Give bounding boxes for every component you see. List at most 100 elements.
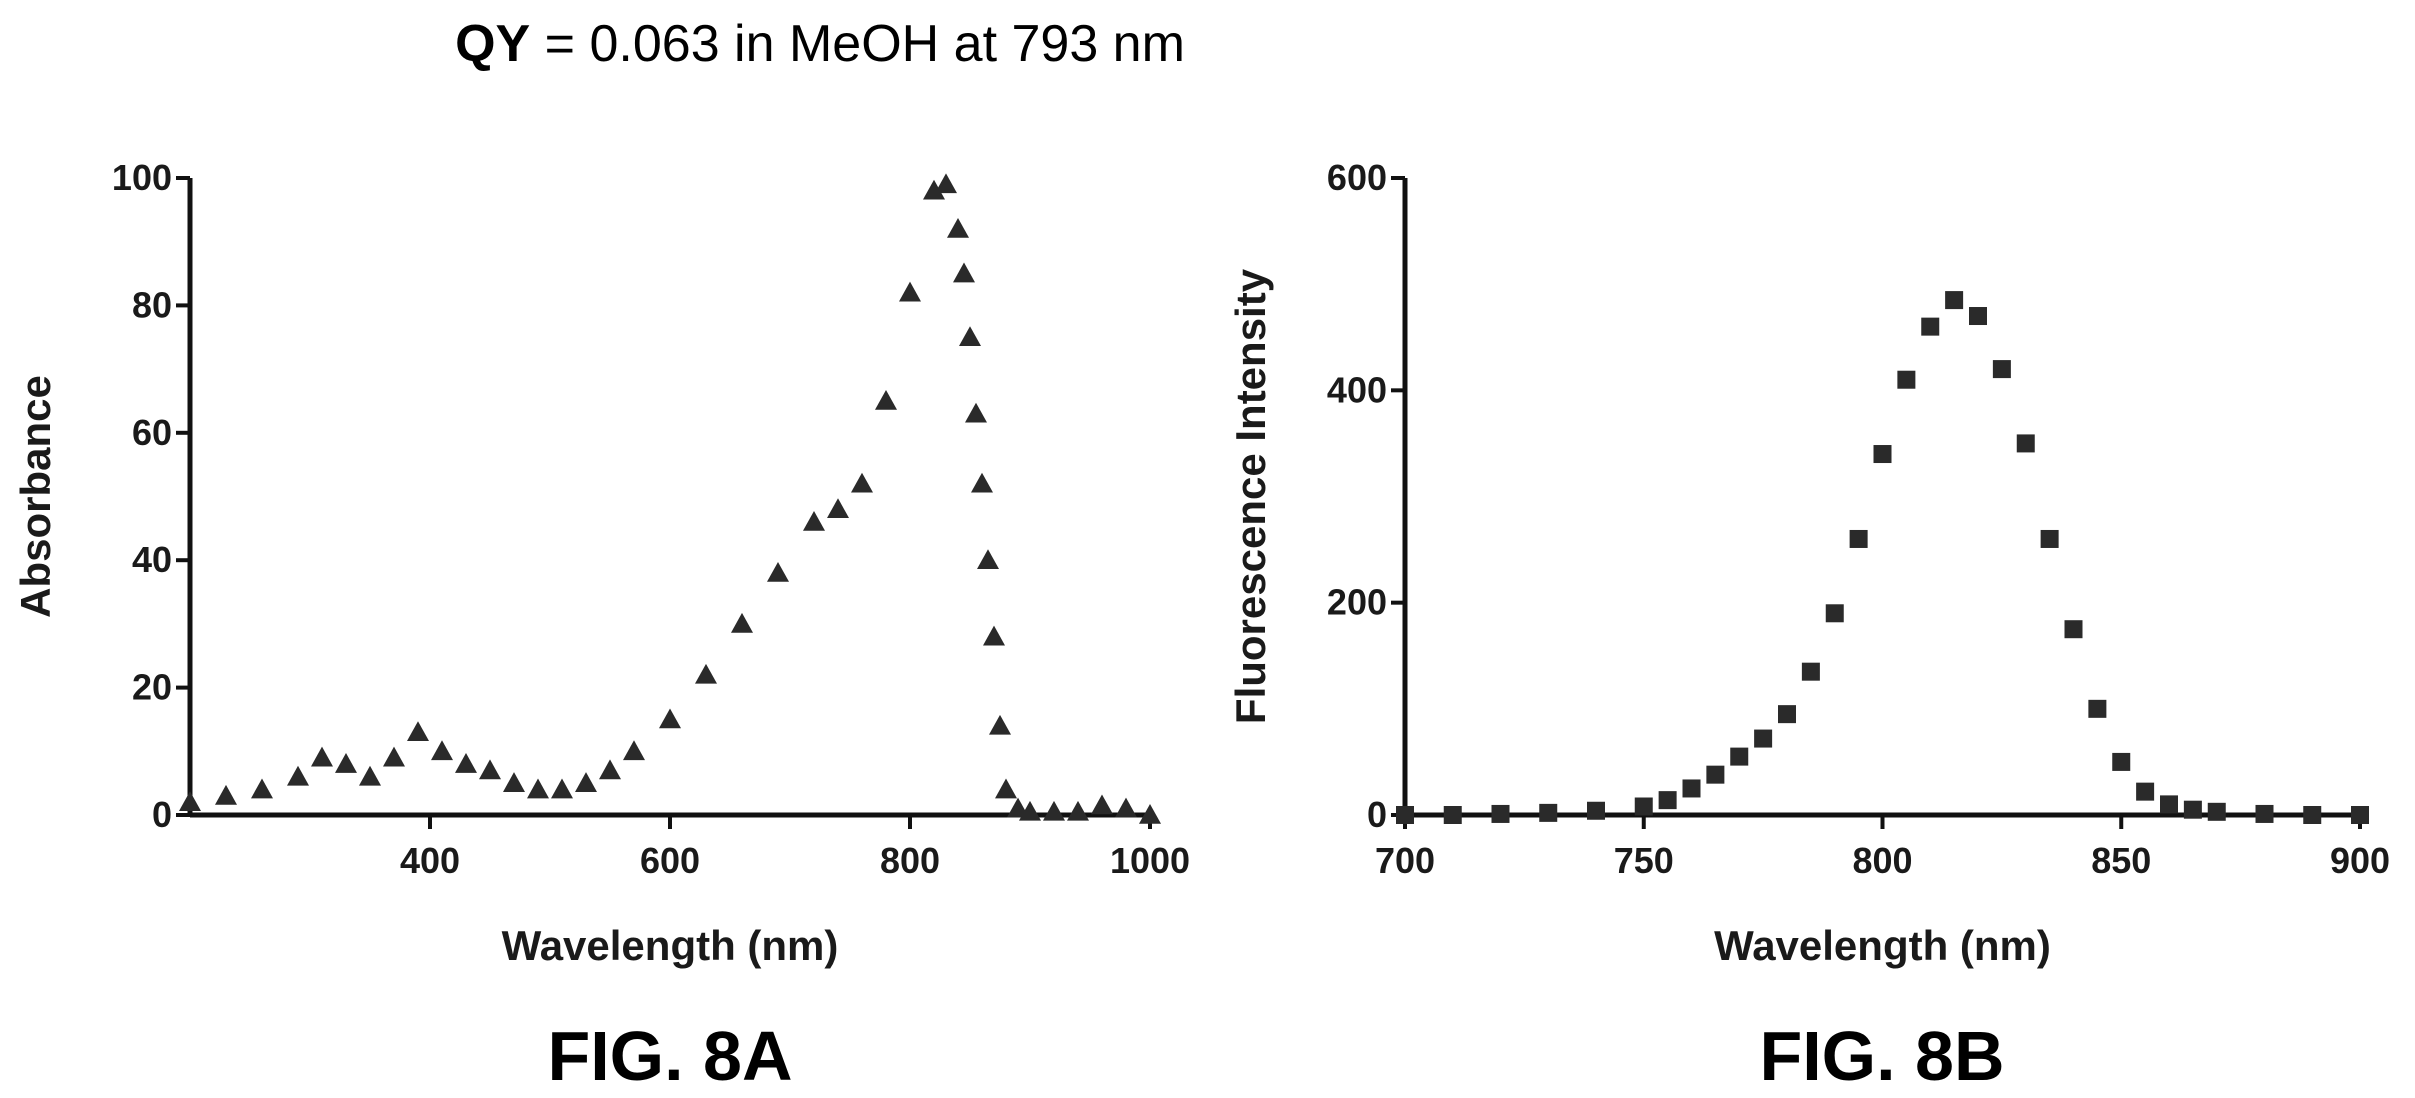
data-point [1706, 765, 1725, 784]
data-point [899, 281, 921, 302]
data-point [947, 217, 969, 238]
y-axis-label: Absorbance [12, 375, 59, 618]
data-point [359, 765, 381, 786]
data-point [179, 791, 201, 812]
data-point [983, 625, 1005, 646]
data-point [953, 262, 975, 283]
data-point [2160, 795, 2178, 814]
qy-label: QY [455, 15, 531, 73]
x-tick-label: 800 [1852, 840, 1912, 881]
y-axis-label: Fluorescence Intensity [1227, 268, 1274, 724]
data-point [287, 765, 309, 786]
y-tick-label: 40 [132, 539, 172, 580]
x-tick-label: 400 [400, 840, 460, 881]
data-point [1634, 797, 1653, 816]
data-point [2136, 782, 2155, 801]
data-point [2016, 434, 2035, 453]
data-point [1873, 445, 1892, 464]
data-point [767, 561, 789, 582]
x-axis-label: Wavelength (nm) [502, 922, 839, 969]
data-point [695, 663, 717, 684]
data-point [1443, 806, 1462, 824]
chart-8a: 0 20 40 60 80 100 400 600 800 1000 Wavelength (nm)… [12, 157, 1190, 1095]
data-point [959, 326, 981, 347]
data-point [2064, 620, 2083, 639]
data-point [935, 173, 957, 194]
data-point [1801, 662, 1820, 681]
x-tick-label: 800 [880, 840, 940, 881]
data-point [551, 778, 573, 799]
data-point [1658, 791, 1677, 810]
data-point [2112, 752, 2131, 771]
x-tick-label: 750 [1614, 840, 1674, 881]
data-point [1969, 307, 1987, 326]
y-tick-label: 0 [1367, 794, 1387, 835]
data-point [977, 549, 999, 569]
data-point [335, 753, 357, 773]
data-point [827, 498, 849, 519]
data-point [1396, 806, 1414, 824]
data-point [1007, 797, 1029, 818]
data-point [2303, 806, 2322, 824]
data-series [179, 173, 1161, 824]
data-point [2207, 802, 2226, 821]
data-point [431, 740, 453, 761]
data-point [215, 784, 237, 805]
x-tick-label: 850 [2091, 840, 2151, 881]
data-point [803, 510, 825, 531]
data-point [1067, 800, 1089, 821]
data-point [2040, 529, 2059, 548]
x-tick-label: 600 [640, 840, 700, 881]
data-point [1730, 747, 1749, 766]
data-point [1115, 797, 1137, 818]
qy-value: = 0.063 in MeOH at 793 nm [530, 15, 1185, 73]
data-point [2088, 699, 2107, 718]
data-point [1825, 604, 1844, 623]
data-point [1921, 317, 1940, 336]
y-tick-label: 20 [132, 667, 172, 708]
data-point [923, 179, 945, 200]
y-tick-label: 400 [1327, 369, 1387, 410]
data-point [875, 389, 897, 410]
figure-label: FIG. 8A [547, 1017, 792, 1095]
figure-label: FIG. 8B [1759, 1017, 2004, 1095]
data-point [731, 612, 753, 633]
y-tick-label: 80 [132, 284, 172, 325]
data-point [1849, 529, 1868, 548]
data-point [1945, 291, 1964, 310]
data-point [995, 778, 1017, 799]
chart-8b: 0 200 400 600 700 750 800 850 900 Wavelength (nm)… [1227, 157, 2390, 1095]
data-point [599, 759, 621, 780]
data-point [503, 772, 525, 792]
data-point [455, 753, 477, 773]
data-point [1778, 705, 1796, 724]
data-point [251, 778, 273, 799]
y-tick-label: 200 [1327, 582, 1387, 623]
data-point [659, 708, 681, 729]
data-point [851, 472, 873, 493]
data-point [1897, 370, 1916, 389]
data-point [2183, 800, 2202, 819]
data-point [971, 472, 993, 493]
data-point [1019, 800, 1041, 821]
data-point [527, 778, 549, 799]
data-point [2255, 804, 2274, 823]
data-point [1491, 804, 1510, 823]
x-axis-label: Wavelength (nm) [1714, 922, 2051, 969]
data-point [1091, 794, 1113, 815]
x-tick-label: 900 [2330, 840, 2390, 881]
data-point [1682, 779, 1701, 798]
data-point [383, 746, 405, 767]
data-series [1396, 291, 2369, 824]
y-tick-label: 0 [152, 794, 172, 835]
data-point [1754, 729, 1773, 748]
data-point [1539, 803, 1558, 822]
y-tick-label: 600 [1327, 157, 1387, 198]
data-point [989, 714, 1011, 735]
data-point [623, 740, 645, 761]
y-tick-label: 60 [132, 412, 172, 453]
data-point [1043, 800, 1065, 821]
y-tick-label: 100 [112, 157, 172, 198]
chart-header: QY = 0.063 in MeOH at 793 nm [0, 14, 1640, 74]
